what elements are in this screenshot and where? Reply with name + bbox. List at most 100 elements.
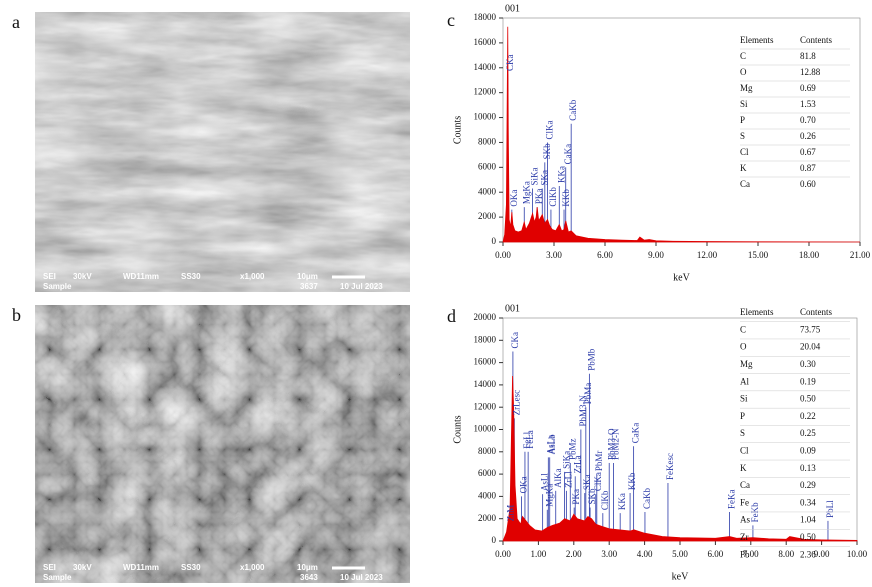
x-tick-label: 9.00 <box>814 549 830 559</box>
sem-image <box>35 12 410 292</box>
y-tick-label: 12000 <box>474 87 497 97</box>
x-tick-label: 8.00 <box>778 549 794 559</box>
peak-label: PbM3-O <box>606 428 616 460</box>
peak-label: AsLl <box>540 473 550 491</box>
peak-label: SKb <box>587 488 597 505</box>
peak-label: MgKa <box>521 181 531 204</box>
y-tick-label: 0 <box>492 236 497 246</box>
x-tick-label: 3.00 <box>546 250 562 260</box>
table-cell: Si <box>740 99 748 109</box>
image-overlay-text: 10 Jul 2023 <box>340 573 383 582</box>
peak-label: SKa <box>539 170 549 186</box>
peak-label: ClKb <box>600 490 610 510</box>
y-tick-label: 18000 <box>474 12 497 22</box>
peak-label: FeKa <box>727 490 737 510</box>
peak-label: KKa <box>617 493 627 510</box>
image-overlay-text: 3643 <box>300 573 318 582</box>
y-tick-label: 16000 <box>474 37 497 47</box>
image-overlay-text: 10 Jul 2023 <box>340 282 383 291</box>
table-cell: 0.30 <box>800 359 816 369</box>
peak-label: ClKb <box>548 187 558 207</box>
image-overlay-text: SS30 <box>181 272 201 281</box>
y-tick-label: 6000 <box>478 161 497 171</box>
image-overlay-text: x1,000 <box>240 563 265 572</box>
peak-label: ZrLl <box>563 471 573 488</box>
table-cell: Si <box>740 394 748 404</box>
x-tick-label: 2.00 <box>566 549 582 559</box>
peak-label: KKa <box>556 166 566 183</box>
peak-label: CaKa <box>563 144 573 165</box>
table-cell: Ca <box>740 179 750 189</box>
x-tick-label: 9.00 <box>648 250 664 260</box>
peak-label: KKb <box>627 472 637 490</box>
peak-label: AsLa <box>545 435 555 455</box>
peak-label: PbM3-N <box>578 394 588 426</box>
table-cell: 0.70 <box>800 115 816 125</box>
table-cell: 0.60 <box>800 179 816 189</box>
y-tick-label: 16000 <box>474 357 497 367</box>
peak-label: CaKb <box>568 99 578 120</box>
peak-label: PKa <box>534 189 544 205</box>
table-cell: Al <box>740 376 749 386</box>
table-cell: Cl <box>740 445 749 455</box>
table-cell: 1.53 <box>800 99 816 109</box>
peak-label: MgKa <box>544 484 554 507</box>
image-overlay-text: 10μm <box>297 563 318 572</box>
peak-label: PbMb <box>586 348 596 371</box>
table-cell: 1.04 <box>800 515 816 525</box>
y-tick-label: 0 <box>492 535 497 545</box>
x-tick-label: 15.00 <box>748 250 769 260</box>
y-tick-label: 12000 <box>474 401 497 411</box>
table-cell: Mg <box>740 83 753 93</box>
table-header: Contents <box>800 307 832 317</box>
peak-label: FeLa <box>525 430 535 449</box>
peak-label: OKa <box>509 190 519 207</box>
x-tick-label: 6.00 <box>597 250 613 260</box>
table-cell: 0.34 <box>800 497 816 507</box>
y-tick-label: 8000 <box>478 137 497 147</box>
panel-label: c <box>447 10 455 30</box>
x-tick-label: 21.00 <box>850 250 871 260</box>
peak-label: SKa <box>582 475 592 491</box>
table-cell: P <box>740 115 745 125</box>
image-overlay-text: WD11mm <box>123 563 159 572</box>
peak-label: AlKa <box>553 468 563 488</box>
x-tick-label: 18.00 <box>799 250 820 260</box>
table-cell: 0.67 <box>800 147 816 157</box>
peak-label: PbMa <box>583 383 593 405</box>
table-cell: 0.87 <box>800 163 816 173</box>
table-cell: S <box>740 131 745 141</box>
table-cell: K <box>740 463 747 473</box>
x-tick-label: 6.00 <box>708 549 724 559</box>
peak-label: SiKa <box>562 451 572 469</box>
peak-label: AsLb <box>547 434 557 454</box>
y-tick-label: 18000 <box>474 334 497 344</box>
image-overlay-text: 3637 <box>300 282 318 291</box>
peak-label: PbMz <box>567 438 577 460</box>
image-overlay-text: 30kV <box>73 272 92 281</box>
panel-label: d <box>447 306 456 326</box>
peak-label: ClKa <box>593 472 603 491</box>
x-tick-label: 1.00 <box>531 549 547 559</box>
x-tick-label: 7.00 <box>743 549 759 559</box>
table-cell: Ca <box>740 480 750 490</box>
peak-label: CKa <box>510 332 520 349</box>
table-cell: 0.25 <box>800 428 816 438</box>
y-axis-label: Counts <box>452 116 463 144</box>
peak-label: SiKa <box>530 167 540 185</box>
image-overlay-text: 10μm <box>297 272 318 281</box>
peak-label: CaKa <box>631 423 641 444</box>
peak-label: ZrLesc <box>511 390 521 415</box>
table-cell: 73.75 <box>800 324 821 334</box>
table-cell: 0.26 <box>800 131 816 141</box>
y-tick-label: 4000 <box>478 490 497 500</box>
table-cell: Mg <box>740 359 753 369</box>
x-tick-label: 3.00 <box>601 549 617 559</box>
y-tick-label: 10000 <box>474 112 497 122</box>
y-tick-label: 20000 <box>474 312 497 322</box>
x-tick-label: 0.00 <box>495 250 511 260</box>
y-tick-label: 14000 <box>474 379 497 389</box>
table-cell: 0.19 <box>800 376 816 386</box>
table-cell: As <box>740 515 750 525</box>
